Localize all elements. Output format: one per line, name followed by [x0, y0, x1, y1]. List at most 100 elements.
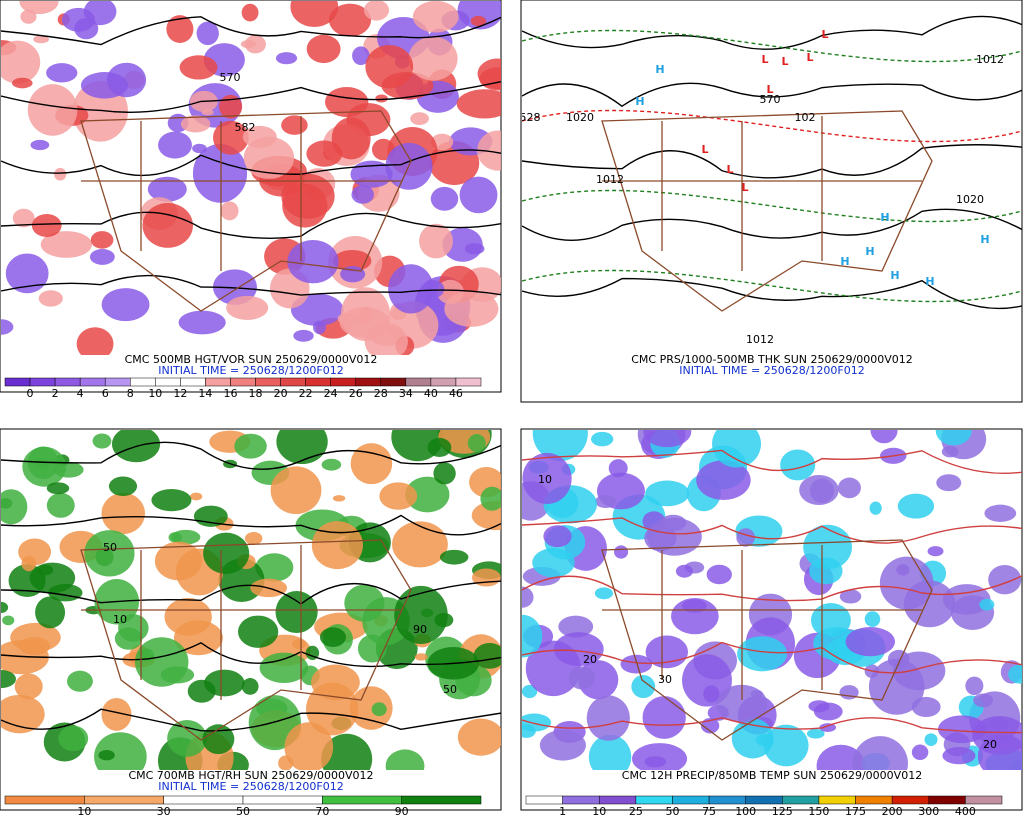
thickness-line	[522, 269, 1022, 303]
shading	[84, 530, 135, 577]
pressure-center: H	[865, 245, 874, 258]
colorbar-swatch	[54, 377, 81, 387]
shading	[979, 598, 995, 611]
colorbar-swatch	[130, 377, 156, 387]
shading	[935, 430, 972, 446]
contour-label: 20	[583, 653, 597, 666]
colorbar-label: 150	[808, 805, 829, 818]
contour	[1, 80, 501, 113]
pressure-center: H	[840, 255, 849, 268]
panel: 570 582 CMC 500MB HGT/VOR SUN 250629/0000V…	[0, 0, 502, 400]
shading	[938, 715, 987, 744]
colorbar-swatch	[708, 795, 746, 805]
colorbar-swatch	[280, 377, 306, 387]
shading	[364, 322, 408, 355]
contour	[522, 449, 1022, 474]
shading	[106, 62, 147, 98]
shading	[325, 86, 369, 118]
shading	[388, 264, 434, 314]
shading	[973, 693, 994, 708]
shading	[473, 643, 501, 669]
colorbar-swatch	[29, 377, 56, 387]
shading	[887, 649, 910, 668]
colorbar-label: 30	[157, 805, 171, 818]
shading	[311, 521, 363, 570]
shading	[1, 489, 28, 525]
colorbar-swatch	[635, 795, 673, 805]
shading	[333, 249, 372, 272]
shading	[259, 652, 309, 683]
panel-title: CMC 500MB HGT/VOR SUN 250629/0000V012	[125, 353, 378, 366]
shading	[430, 186, 459, 211]
colorbar-swatch	[891, 795, 930, 805]
shading	[706, 564, 732, 585]
shading	[40, 231, 93, 258]
shading	[226, 295, 269, 320]
map: 570 582	[1, 1, 501, 355]
shading	[33, 35, 50, 44]
shading	[29, 562, 76, 594]
shading	[54, 167, 67, 181]
panel: 50 90 10 50 CMC 700MB HGT/RH SUN 250629/0000…	[0, 428, 502, 818]
contour-label: 30	[658, 673, 672, 686]
shading	[154, 541, 203, 581]
shading	[522, 684, 538, 699]
contour	[522, 82, 1022, 108]
shading	[444, 290, 499, 327]
colorbar-swatch	[672, 795, 710, 805]
colorbar-swatch	[104, 377, 131, 387]
shading	[365, 44, 414, 89]
colorbar-swatch	[163, 795, 244, 805]
contour-label: 1020	[956, 193, 984, 206]
colorbar-label: 6	[102, 387, 109, 400]
shading	[941, 445, 959, 458]
contour	[522, 517, 1022, 544]
shading	[1, 601, 9, 614]
shading	[522, 586, 534, 608]
contour-label: 10	[113, 613, 127, 626]
contour-label: 570	[760, 93, 781, 106]
contour-label: 20	[983, 738, 997, 751]
shading	[168, 532, 182, 543]
contour	[522, 208, 1022, 241]
shading	[111, 430, 161, 463]
shading	[164, 597, 212, 636]
colorbar-swatch	[401, 795, 482, 805]
colorbar-label: 1	[559, 805, 566, 818]
shading	[405, 476, 450, 513]
pressure-center: H	[980, 233, 989, 246]
shading	[558, 615, 594, 638]
colorbar-swatch	[928, 795, 966, 805]
shading	[276, 430, 328, 465]
init-time: INITIAL TIME = 250628/1200F012	[158, 364, 343, 377]
colorbar-label: 8	[127, 387, 134, 400]
colorbar-label: 200	[882, 805, 903, 818]
shading	[806, 728, 825, 739]
shading	[94, 732, 147, 770]
border	[80, 110, 412, 312]
shading	[965, 676, 984, 696]
shading	[423, 280, 445, 298]
colorbar-label: 70	[315, 805, 329, 818]
pressure-center: L	[821, 28, 828, 41]
shading	[350, 443, 393, 485]
shading	[614, 545, 629, 559]
shading	[522, 452, 572, 504]
shading	[180, 115, 211, 133]
colorbar-label: 4	[77, 387, 84, 400]
shading	[984, 504, 1017, 522]
colorbar-swatch	[562, 795, 600, 805]
shading	[151, 489, 192, 512]
shading	[240, 40, 256, 49]
shading	[244, 532, 263, 545]
colorbar-swatch	[79, 377, 106, 387]
shading	[464, 243, 485, 255]
contour-label: 102	[795, 111, 816, 124]
shading	[897, 493, 935, 519]
colorbar-label: 100	[735, 805, 756, 818]
pressure-center: L	[781, 55, 788, 68]
shading	[736, 528, 755, 547]
